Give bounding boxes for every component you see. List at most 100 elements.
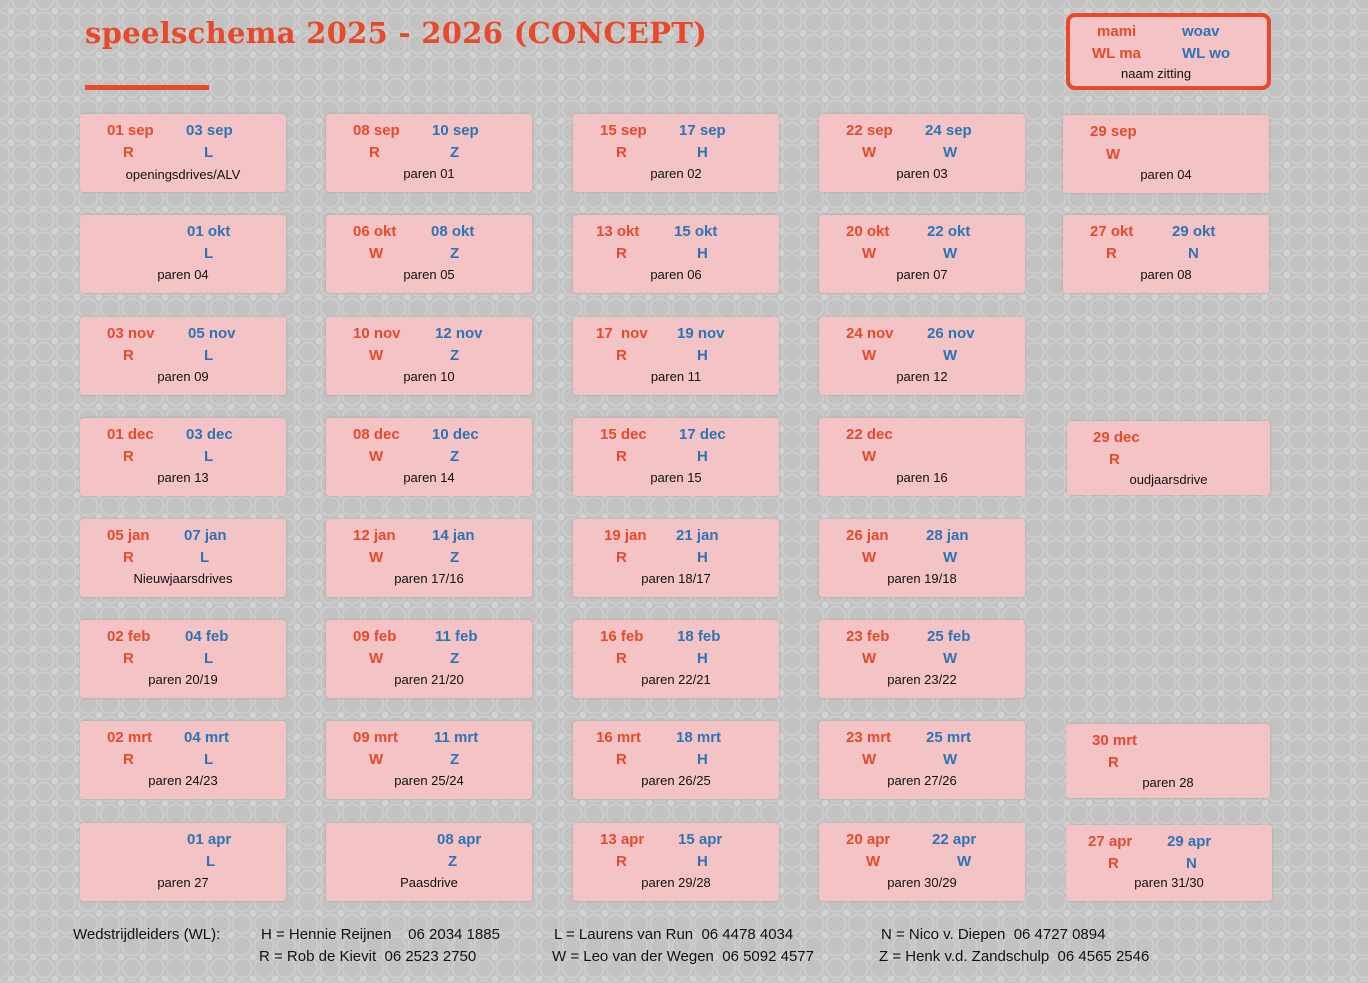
date-monday: 20 apr <box>846 831 891 848</box>
leader-monday: W <box>862 347 877 364</box>
leader-wednesday: Z <box>450 448 460 465</box>
date-wednesday: 19 nov <box>677 325 725 342</box>
schedule-card: 13 apr 15 apr R H paren 29/28 <box>573 823 779 901</box>
schedule-card: 17 nov 19 nov R H paren 11 <box>573 317 779 395</box>
leader-wednesday: Z <box>450 650 460 667</box>
date-wednesday: 21 jan <box>676 527 719 544</box>
schedule-card: 22 dec W paren 16 <box>819 418 1025 496</box>
leader-wednesday: Z <box>450 549 460 566</box>
date-wednesday: 15 apr <box>678 831 723 848</box>
date-wednesday: 15 okt <box>674 223 718 240</box>
session-name: paren 18/17 <box>641 571 711 586</box>
date-monday: 19 jan <box>604 527 647 544</box>
leader-h: H = Hennie Reijnen 06 2034 1885 <box>261 926 500 943</box>
date-wednesday: 03 dec <box>186 426 233 443</box>
session-name: paren 07 <box>896 267 948 282</box>
leader-wednesday: W <box>943 751 958 768</box>
date-wednesday: 17 sep <box>679 122 726 139</box>
schedule-card: 20 apr 22 apr W W paren 30/29 <box>819 823 1025 901</box>
leader-monday: W <box>862 144 877 161</box>
session-name: paren 21/20 <box>394 672 464 687</box>
schedule-card: 13 okt 15 okt R H paren 06 <box>573 215 779 293</box>
date-monday: 23 mrt <box>846 729 892 746</box>
date-wednesday: 01 apr <box>187 831 232 848</box>
leader-wednesday: W <box>943 347 958 364</box>
schedule-card: 08 apr Z Paasdrive <box>326 823 532 901</box>
leader-n: N = Nico v. Diepen 06 4727 0894 <box>881 926 1106 943</box>
leader-monday: W <box>866 853 881 870</box>
leader-monday: W <box>862 549 877 566</box>
leader-monday: R <box>123 650 134 667</box>
session-name: paren 08 <box>1140 267 1192 282</box>
leader-wednesday: H <box>697 549 708 566</box>
date-monday: 08 dec <box>353 426 400 443</box>
legend-wl-ma: WL ma <box>1092 45 1141 62</box>
date-wednesday: 22 okt <box>927 223 971 240</box>
date-monday: 05 jan <box>107 527 150 544</box>
leader-wednesday: L <box>204 347 214 364</box>
date-monday: 16 feb <box>600 628 644 645</box>
date-wednesday: 10 dec <box>432 426 479 443</box>
leader-wednesday: H <box>697 650 708 667</box>
date-wednesday: 26 nov <box>927 325 975 342</box>
leader-monday: R <box>616 751 627 768</box>
page-title: speelschema 2025 - 2026 (CONCEPT) <box>85 16 708 50</box>
date-monday: 26 jan <box>846 527 889 544</box>
date-monday: 24 nov <box>846 325 894 342</box>
date-monday: 15 sep <box>600 122 647 139</box>
date-wednesday: 29 apr <box>1167 833 1212 850</box>
session-name: paren 28 <box>1142 775 1194 790</box>
date-monday: 01 sep <box>107 122 154 139</box>
date-wednesday: 08 okt <box>431 223 475 240</box>
session-name: paren 02 <box>650 166 702 181</box>
date-monday: 13 apr <box>600 831 645 848</box>
session-name: paren 20/19 <box>148 672 218 687</box>
leader-wednesday: W <box>943 144 958 161</box>
leader-monday: R <box>123 448 134 465</box>
schedule-card: 29 dec R oudjaarsdrive <box>1067 421 1270 495</box>
date-monday: 30 mrt <box>1092 732 1138 749</box>
schedule-card: 22 sep 24 sep W W paren 03 <box>819 114 1025 192</box>
session-name: Nieuwjaarsdrives <box>133 571 233 586</box>
session-name: paren 29/28 <box>641 875 711 890</box>
date-monday: 03 nov <box>107 325 155 342</box>
date-monday: 22 sep <box>846 122 893 139</box>
legend-naam-zitting: naam zitting <box>1121 66 1192 81</box>
leader-monday: R <box>616 144 627 161</box>
date-wednesday: 11 mrt <box>434 729 479 746</box>
leader-monday: R <box>616 347 627 364</box>
date-wednesday: 22 apr <box>932 831 977 848</box>
date-monday: 10 nov <box>353 325 401 342</box>
leader-monday: R <box>616 448 627 465</box>
leader-wednesday: L <box>206 853 216 870</box>
session-name: paren 09 <box>157 369 209 384</box>
schedule-card: 01 dec 03 dec R L paren 13 <box>80 418 286 496</box>
date-monday: 13 okt <box>596 223 640 240</box>
schedule-card: 08 dec 10 dec W Z paren 14 <box>326 418 532 496</box>
leader-monday: R <box>616 650 627 667</box>
leader-wednesday: H <box>697 347 708 364</box>
schedule-card: 26 jan 28 jan W W paren 19/18 <box>819 519 1025 597</box>
schedule-card: 27 apr 29 apr R N paren 31/30 <box>1066 825 1272 901</box>
schedule-card: 16 feb 18 feb R H paren 22/21 <box>573 620 779 698</box>
date-wednesday: 11 feb <box>435 628 478 645</box>
schedule-card: 03 nov 05 nov R L paren 09 <box>80 317 286 395</box>
schedule-card: 24 nov 26 nov W W paren 12 <box>819 317 1025 395</box>
session-name: paren 13 <box>157 470 209 485</box>
leader-wednesday: L <box>204 448 214 465</box>
schedule-card: 01 sep 03 sep R L openingsdrives/ALV <box>80 114 286 192</box>
title-underline <box>85 85 209 90</box>
leader-wednesday: W <box>943 549 958 566</box>
session-name: paren 31/30 <box>1134 875 1204 890</box>
session-name: paren 23/22 <box>887 672 957 687</box>
leader-monday: R <box>1109 451 1120 468</box>
date-monday: 01 dec <box>107 426 154 443</box>
date-wednesday: 29 okt <box>1172 223 1216 240</box>
date-wednesday: 14 jan <box>432 527 475 544</box>
leader-wednesday: H <box>697 245 708 262</box>
date-monday: 12 jan <box>353 527 396 544</box>
session-name: paren 27 <box>157 875 209 890</box>
date-wednesday: 01 okt <box>187 223 231 240</box>
leader-monday: W <box>862 751 877 768</box>
session-name: Paasdrive <box>400 875 458 890</box>
